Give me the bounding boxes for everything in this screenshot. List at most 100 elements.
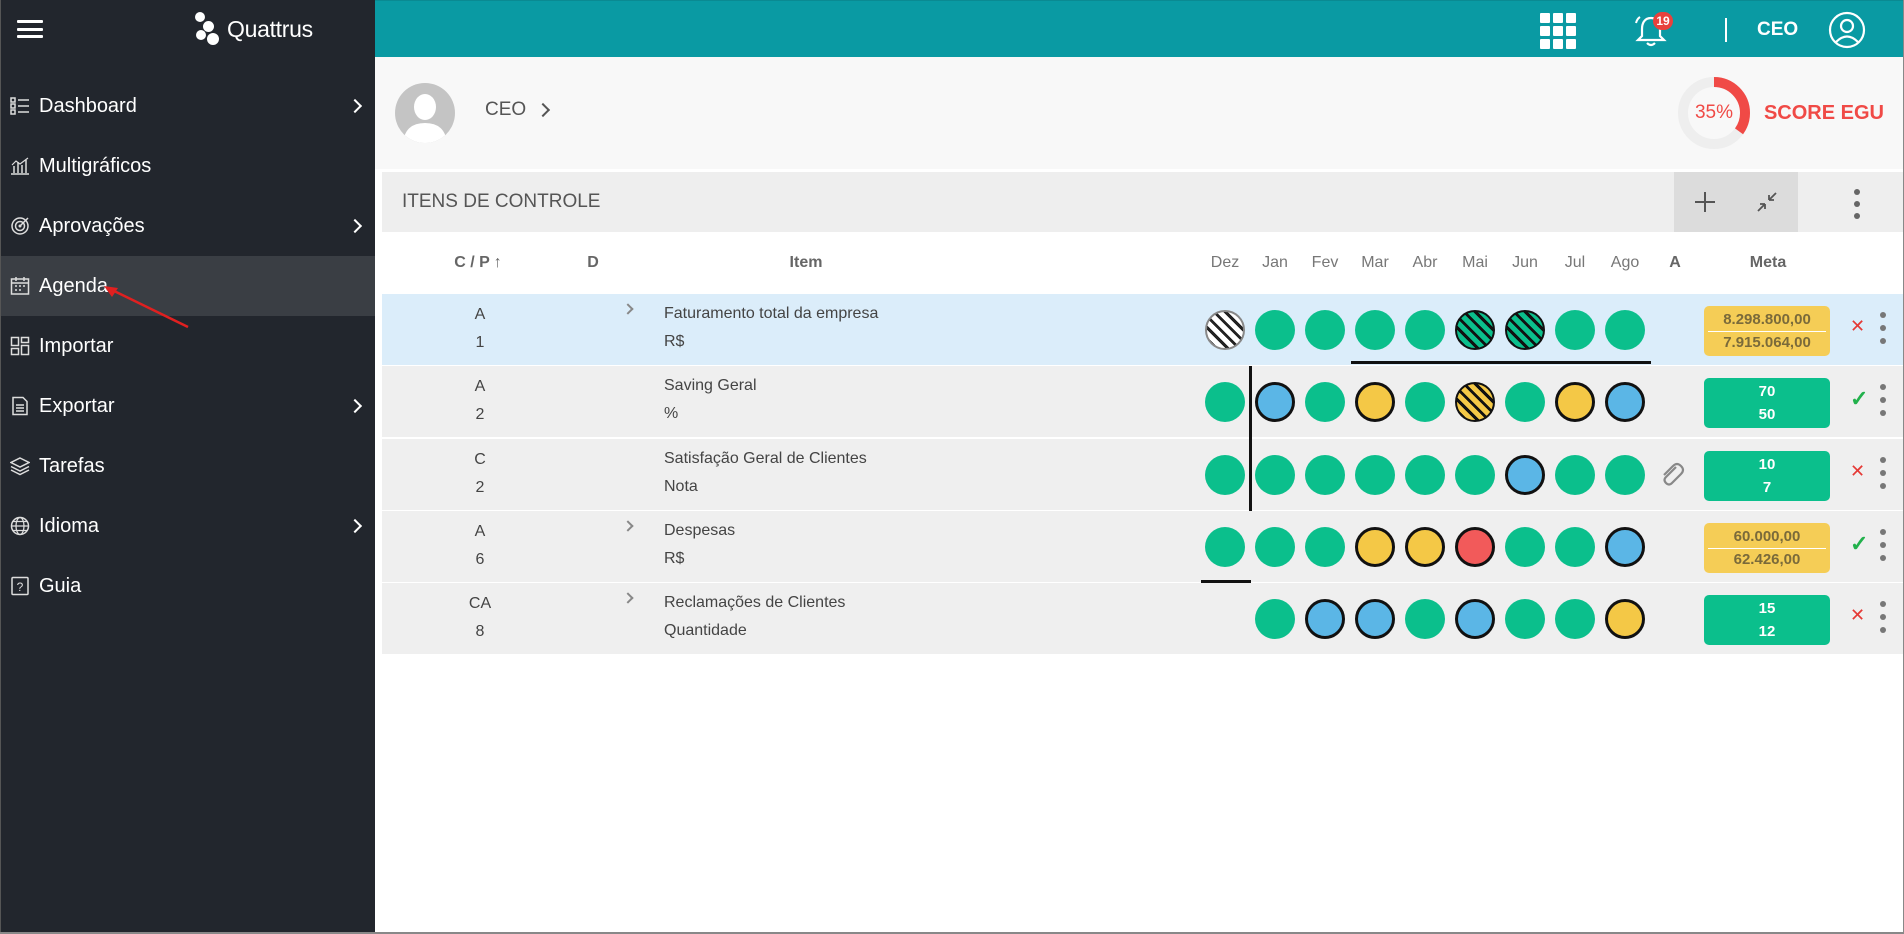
meta-target[interactable]: 70 50: [1704, 378, 1830, 428]
sidebar-item-exportar[interactable]: Exportar: [1, 376, 375, 436]
item-name[interactable]: Faturamento total da empresa: [664, 305, 879, 322]
item-name[interactable]: Saving Geral: [664, 377, 757, 394]
status-dot-green[interactable]: [1555, 599, 1595, 639]
fail-x-icon[interactable]: ✕: [1850, 316, 1866, 336]
chevron-right-icon: [347, 398, 363, 414]
check-icon[interactable]: ✓: [1850, 531, 1869, 556]
status-dot-green[interactable]: [1355, 310, 1395, 350]
item-name[interactable]: Satisfação Geral de Clientes: [664, 450, 867, 467]
fail-x-icon[interactable]: ✕: [1850, 461, 1866, 481]
status-dot-blue[interactable]: [1305, 599, 1345, 639]
attachment-icon[interactable]: [1656, 459, 1686, 489]
status-dot-green[interactable]: [1255, 310, 1295, 350]
status-dot-yellow[interactable]: [1605, 599, 1645, 639]
status-dot-green[interactable]: [1305, 527, 1345, 567]
status-dot-green[interactable]: [1505, 599, 1545, 639]
status-dot-green[interactable]: [1555, 527, 1595, 567]
expand-chevron-icon[interactable]: [622, 592, 634, 604]
collapse-button[interactable]: [1736, 172, 1798, 232]
status-dot-green[interactable]: [1255, 455, 1295, 495]
table-row[interactable]: C 2 Satisfação Geral de Clientes Nota 10 7 ✕: [382, 439, 1904, 511]
status-dot-green[interactable]: [1405, 599, 1445, 639]
status-dot-green[interactable]: [1555, 455, 1595, 495]
status-dot-green[interactable]: [1305, 310, 1345, 350]
status-dot-green[interactable]: [1405, 310, 1445, 350]
row-more-options-icon[interactable]: [1880, 312, 1886, 344]
status-dot-green[interactable]: [1405, 382, 1445, 422]
status-dot-green[interactable]: [1205, 455, 1245, 495]
sidebar-item-aprovacoes[interactable]: Aprovações: [1, 196, 375, 256]
status-dot-green[interactable]: [1255, 527, 1295, 567]
status-dot-blue[interactable]: [1605, 382, 1645, 422]
status-dot-blue[interactable]: [1355, 599, 1395, 639]
status-dot-green[interactable]: [1505, 527, 1545, 567]
meta-target[interactable]: 8.298.800,00 7.915.064,00: [1704, 306, 1830, 356]
expand-chevron-icon[interactable]: [622, 520, 634, 532]
status-dot-green[interactable]: [1205, 527, 1245, 567]
status-dot-blue[interactable]: [1605, 527, 1645, 567]
status-dot-green[interactable]: [1605, 455, 1645, 495]
column-a[interactable]: A: [1669, 254, 1681, 271]
sidebar-item-idioma[interactable]: Idioma: [1, 496, 375, 556]
status-dot-green[interactable]: [1605, 310, 1645, 350]
sidebar-item-importar[interactable]: Importar: [1, 316, 375, 376]
sidebar-item-multigraficos[interactable]: Multigráficos: [1, 136, 375, 196]
meta-target[interactable]: 60.000,00 62.426,00: [1704, 523, 1830, 573]
user-name[interactable]: CEO: [1757, 19, 1799, 40]
status-dot-green[interactable]: [1305, 382, 1345, 422]
status-dot-yellow[interactable]: [1355, 527, 1395, 567]
sidebar-item-tarefas[interactable]: Tarefas: [1, 436, 375, 496]
status-dot-hatch-yellow[interactable]: [1455, 382, 1495, 422]
breadcrumb[interactable]: CEO: [485, 99, 551, 121]
status-dot-blue[interactable]: [1455, 599, 1495, 639]
row-more-options-icon[interactable]: [1880, 457, 1886, 489]
sidebar-item-guia[interactable]: ? Guia: [1, 556, 375, 616]
column-meta[interactable]: Meta: [1749, 254, 1787, 271]
status-dot-hatch-white[interactable]: [1205, 310, 1245, 350]
column-cp[interactable]: C / P ↑: [454, 254, 502, 272]
status-dot-green[interactable]: [1355, 455, 1395, 495]
status-dot-yellow[interactable]: [1355, 382, 1395, 422]
period-underline: [1351, 361, 1651, 364]
notifications-button[interactable]: 19: [1633, 12, 1673, 49]
more-options-icon[interactable]: [1854, 189, 1860, 219]
status-dot-green[interactable]: [1555, 310, 1595, 350]
score-widget: 35% SCORE EGU: [1676, 75, 1884, 151]
expand-chevron-icon[interactable]: [622, 303, 634, 315]
meta-target[interactable]: 10 7: [1704, 451, 1830, 501]
item-name[interactable]: Despesas: [664, 522, 736, 539]
status-dot-red[interactable]: [1455, 527, 1495, 567]
status-dot-green[interactable]: [1255, 599, 1295, 639]
status-dot-green[interactable]: [1505, 382, 1545, 422]
status-dot-green[interactable]: [1305, 455, 1345, 495]
period-underline: [1201, 580, 1251, 583]
add-button[interactable]: [1674, 172, 1736, 232]
meta-target[interactable]: 15 12: [1704, 595, 1830, 645]
row-more-options-icon[interactable]: [1880, 384, 1886, 416]
status-dot-hatch-green[interactable]: [1455, 310, 1495, 350]
row-more-options-icon[interactable]: [1880, 601, 1886, 633]
column-d[interactable]: D: [587, 254, 599, 271]
status-dot-green[interactable]: [1455, 455, 1495, 495]
table-row[interactable]: CA 8 Reclamações de Clientes Quantidade 15 12…: [382, 583, 1904, 655]
account-icon[interactable]: [1828, 11, 1866, 49]
check-icon[interactable]: ✓: [1850, 386, 1869, 411]
row-more-options-icon[interactable]: [1880, 529, 1886, 561]
item-name[interactable]: Reclamações de Clientes: [664, 594, 846, 611]
sidebar-item-dashboard[interactable]: Dashboard: [1, 76, 375, 136]
sidebar-item-agenda[interactable]: Agenda: [1, 256, 375, 316]
column-item[interactable]: Item: [789, 254, 823, 271]
status-dot-yellow[interactable]: [1555, 382, 1595, 422]
status-dot-blue[interactable]: [1255, 382, 1295, 422]
table-row[interactable]: A 2 Saving Geral% 70 50 ✓: [382, 366, 1904, 438]
apps-grid-icon[interactable]: [1540, 13, 1576, 49]
status-dot-green[interactable]: [1205, 382, 1245, 422]
status-dot-blue[interactable]: [1505, 455, 1545, 495]
fail-x-icon[interactable]: ✕: [1850, 605, 1866, 625]
table-row[interactable]: A 6 Despesas R$ 60.000,00 62.426,00 ✓: [382, 511, 1904, 583]
status-dot-green[interactable]: [1405, 455, 1445, 495]
menu-icon[interactable]: [17, 20, 43, 38]
status-dot-hatch-green[interactable]: [1505, 310, 1545, 350]
status-dot-yellow[interactable]: [1405, 527, 1445, 567]
table-row[interactable]: A 1 Faturamento total da empresa R$ 8.298.80…: [382, 294, 1904, 366]
